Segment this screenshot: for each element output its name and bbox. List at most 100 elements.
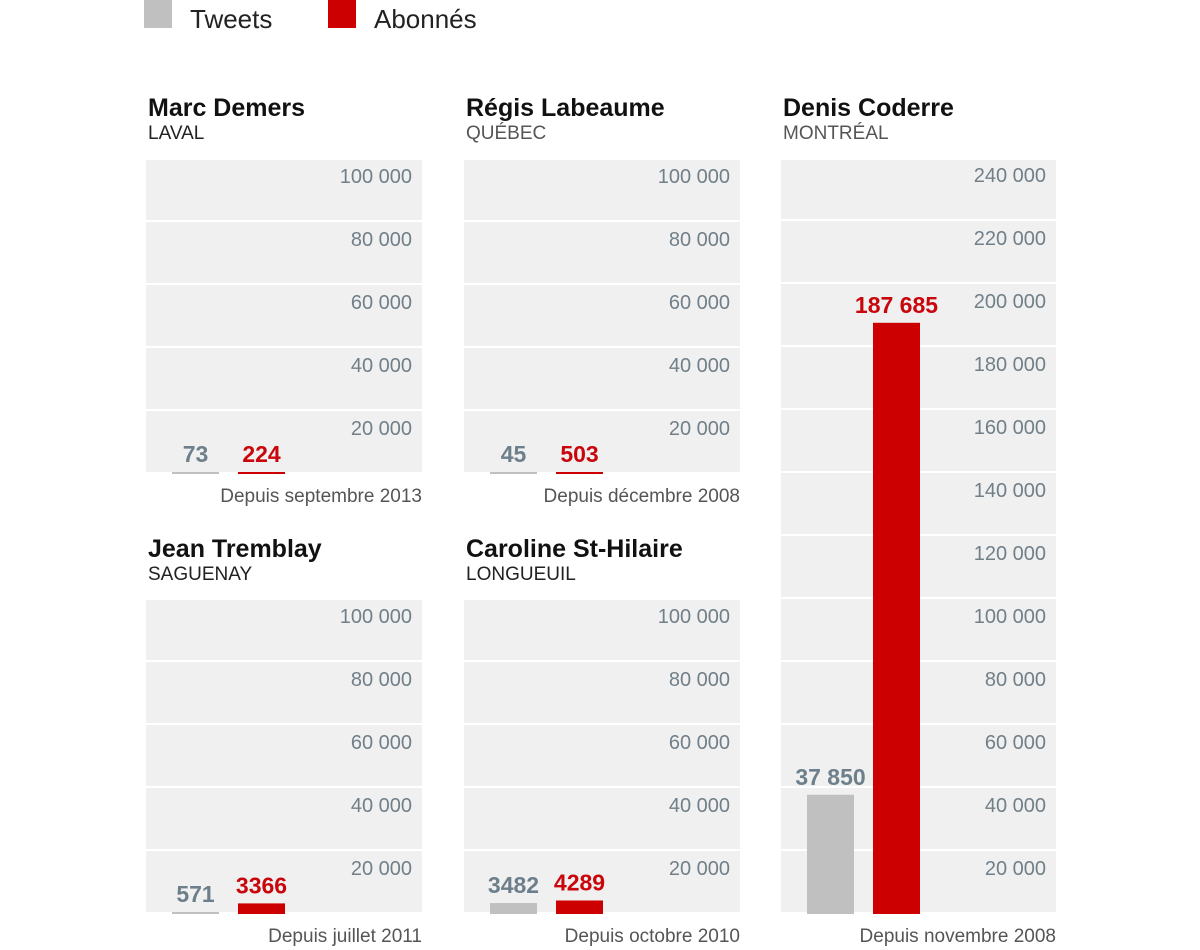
data-label-tweets: 37 850 (795, 764, 865, 790)
grid-band (146, 662, 422, 723)
grid-band (146, 222, 422, 283)
bar-chart-longueuil: 20 000 40 000 60 000 80 000 100 000 3482 4289 (464, 600, 740, 914)
chart-panel-saguenay: Jean Tremblay SAGUENAY 20 000 40 000 60 00… (146, 535, 422, 950)
bar-chart-quebec: 20 000 40 000 60 000 80 000 100 000 45 503 (464, 160, 740, 474)
data-label-abonnes: 503 (560, 441, 598, 467)
bar-chart-montreal: 20 000 40 000 60 000 80 000 100 000 120 000 14… (781, 160, 1056, 914)
bar-abonnes (238, 472, 285, 474)
panel-city-name: SAGUENAY (148, 564, 253, 585)
y-tick-label: 180 000 (974, 354, 1046, 376)
y-tick-label: 100 000 (658, 166, 730, 188)
y-tick-label: 60 000 (985, 732, 1046, 754)
panel-city-name: LONGUEUIL (466, 564, 576, 585)
grid-band (146, 411, 422, 472)
bar-abonnes (556, 900, 603, 914)
y-tick-label: 60 000 (351, 292, 412, 314)
grid-band (781, 221, 1056, 282)
panel-mayor-name: Denis Coderre (783, 94, 954, 122)
chart-panel-longueuil: Caroline St-Hilaire LONGUEUIL 20 000 40 0… (464, 535, 740, 950)
y-tick-label: 20 000 (351, 418, 412, 440)
panel-mayor-name: Régis Labeaume (466, 94, 665, 122)
bar-tweets (172, 912, 219, 914)
y-tick-label: 80 000 (351, 669, 412, 691)
data-label-tweets: 73 (183, 441, 209, 467)
y-tick-label: 60 000 (351, 732, 412, 754)
grid-band (146, 160, 422, 220)
grid-band (464, 222, 740, 283)
y-tick-label: 60 000 (669, 292, 730, 314)
y-tick-label: 100 000 (340, 606, 412, 628)
panel-caption: Depuis décembre 2008 (543, 486, 740, 507)
bar-chart-saguenay: 20 000 40 000 60 000 80 000 100 000 571 3366 (146, 600, 422, 914)
grid-band (464, 788, 740, 849)
grid-band (146, 600, 422, 660)
panel-caption: Depuis octobre 2010 (564, 926, 740, 947)
grid-band (464, 600, 740, 660)
y-tick-label: 20 000 (351, 858, 412, 880)
panel-mayor-name: Jean Tremblay (148, 535, 322, 563)
panel-caption: Depuis novembre 2008 (859, 926, 1056, 947)
grid-band (464, 285, 740, 346)
y-tick-label: 40 000 (985, 795, 1046, 817)
bar-tweets (490, 472, 537, 474)
y-tick-label: 200 000 (974, 291, 1046, 313)
grid-band (464, 348, 740, 409)
panel-city-name: LAVAL (148, 123, 205, 144)
data-label-abonnes: 3366 (236, 872, 287, 898)
y-tick-label: 40 000 (669, 795, 730, 817)
bar-abonnes (238, 903, 285, 914)
bar-abonnes (873, 322, 920, 914)
data-label-tweets: 571 (176, 881, 215, 907)
grid-band (146, 725, 422, 786)
y-tick-label: 140 000 (974, 480, 1046, 502)
data-label-abonnes: 187 685 (855, 292, 938, 318)
chart-panel-montreal: Denis Coderre MONTRÉAL 20 000 40 000 60 00… (781, 94, 1056, 950)
grid-band (146, 851, 422, 912)
y-tick-label: 60 000 (669, 732, 730, 754)
y-tick-label: 160 000 (974, 417, 1046, 439)
bar-chart-laval: 20 000 40 000 60 000 80 000 100 000 73 224 (146, 160, 422, 474)
y-tick-label: 80 000 (669, 229, 730, 251)
bar-tweets (172, 472, 219, 474)
data-label-tweets: 45 (501, 441, 527, 467)
y-tick-label: 40 000 (351, 795, 412, 817)
grid-band (146, 348, 422, 409)
y-tick-label: 40 000 (669, 355, 730, 377)
y-tick-label: 80 000 (351, 229, 412, 251)
grid-band (146, 788, 422, 849)
legend-swatch-tweets (144, 0, 172, 28)
grid-band (464, 411, 740, 472)
panel-caption: Depuis septembre 2013 (220, 486, 422, 507)
panel-mayor-name: Marc Demers (148, 94, 306, 122)
y-tick-label: 20 000 (669, 418, 730, 440)
chart-panel-laval: Marc Demers LAVAL 20 000 40 000 60 000 80 0… (146, 94, 422, 514)
grid-band (464, 160, 740, 220)
bar-tweets (490, 903, 537, 914)
y-tick-label: 120 000 (974, 543, 1046, 565)
y-tick-label: 100 000 (974, 606, 1046, 628)
grid-band (464, 662, 740, 723)
y-tick-label: 240 000 (974, 165, 1046, 187)
panel-city-name: QUÉBEC (466, 123, 547, 144)
legend-swatch-abonnes (328, 0, 356, 28)
bar-tweets (807, 794, 854, 914)
data-label-abonnes: 224 (242, 441, 281, 467)
y-tick-label: 80 000 (985, 669, 1046, 691)
y-tick-label: 100 000 (340, 166, 412, 188)
bar-abonnes (556, 472, 603, 474)
legend-label-tweets: Tweets (190, 4, 273, 34)
grid-band (146, 285, 422, 346)
grid-band (781, 160, 1056, 219)
data-label-abonnes: 4289 (554, 869, 605, 895)
data-label-tweets: 3482 (488, 872, 539, 898)
panel-mayor-name: Caroline St-Hilaire (466, 535, 683, 563)
grid-band (464, 725, 740, 786)
chart-panel-quebec: Régis Labeaume QUÉBEC 20 000 40 000 60 000… (464, 94, 740, 514)
panel-city-name: MONTRÉAL (783, 123, 889, 144)
y-tick-label: 40 000 (351, 355, 412, 377)
y-tick-label: 20 000 (669, 858, 730, 880)
legend-label-abonnes: Abonnés (374, 4, 477, 34)
y-tick-label: 100 000 (658, 606, 730, 628)
y-tick-label: 80 000 (669, 669, 730, 691)
y-tick-label: 20 000 (985, 858, 1046, 880)
